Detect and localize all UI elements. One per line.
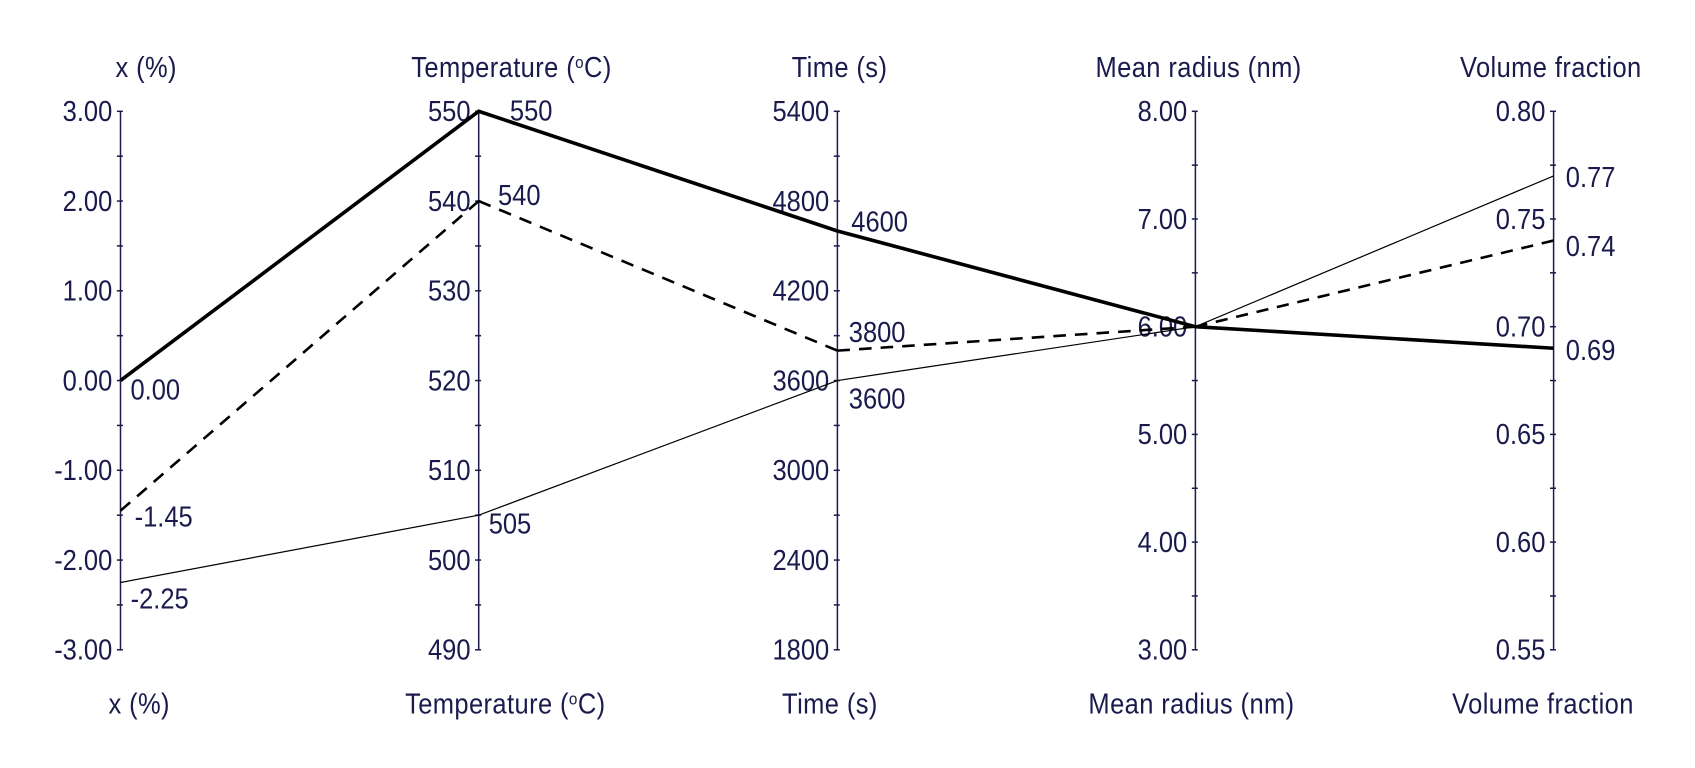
svg-text:0.00: 0.00 <box>63 365 113 397</box>
svg-text:3800: 3800 <box>849 317 906 349</box>
svg-text:4.00: 4.00 <box>1138 527 1188 559</box>
svg-text:2.00: 2.00 <box>63 186 113 218</box>
svg-text:3600: 3600 <box>849 383 906 415</box>
svg-text:3000: 3000 <box>772 455 829 487</box>
svg-text:0.55: 0.55 <box>1496 634 1546 666</box>
svg-text:0.70: 0.70 <box>1496 311 1546 343</box>
svg-text:0.77: 0.77 <box>1566 162 1616 194</box>
svg-text:3.00: 3.00 <box>1138 634 1188 666</box>
svg-text:0.74: 0.74 <box>1566 231 1616 263</box>
svg-text:0.65: 0.65 <box>1496 419 1546 451</box>
svg-text:500: 500 <box>428 545 471 577</box>
svg-text:x (%): x (%) <box>115 52 176 84</box>
svg-text:1800: 1800 <box>772 634 829 666</box>
svg-text:490: 490 <box>428 634 471 666</box>
svg-text:4200: 4200 <box>772 275 829 307</box>
svg-text:7.00: 7.00 <box>1138 204 1188 236</box>
svg-text:-1.00: -1.00 <box>54 455 112 487</box>
svg-text:-2.00: -2.00 <box>54 545 112 577</box>
svg-text:1.00: 1.00 <box>63 275 113 307</box>
svg-text:0.00: 0.00 <box>131 374 181 406</box>
svg-text:8.00: 8.00 <box>1138 96 1188 128</box>
svg-text:Mean radius (nm): Mean radius (nm) <box>1096 52 1302 84</box>
svg-text:0.75: 0.75 <box>1496 204 1546 236</box>
svg-text:5.00: 5.00 <box>1138 419 1188 451</box>
svg-text:550: 550 <box>510 95 553 127</box>
svg-text:-1.45: -1.45 <box>135 501 193 533</box>
svg-text:Time (s): Time (s) <box>792 52 888 84</box>
svg-text:-2.25: -2.25 <box>131 583 189 615</box>
svg-text:3.00: 3.00 <box>63 96 113 128</box>
svg-text:0.80: 0.80 <box>1496 96 1546 128</box>
svg-text:3600: 3600 <box>772 365 829 397</box>
svg-text:4600: 4600 <box>851 206 908 238</box>
svg-text:Volume fraction: Volume fraction <box>1452 688 1634 720</box>
svg-text:540: 540 <box>498 180 541 212</box>
svg-text:540: 540 <box>428 186 471 218</box>
svg-text:0.60: 0.60 <box>1496 527 1546 559</box>
svg-text:520: 520 <box>428 365 471 397</box>
svg-text:x (%): x (%) <box>108 688 169 720</box>
svg-text:2400: 2400 <box>772 545 829 577</box>
svg-text:Time (s): Time (s) <box>782 688 878 720</box>
svg-text:510: 510 <box>428 455 471 487</box>
svg-text:Mean radius (nm): Mean radius (nm) <box>1088 688 1294 720</box>
svg-text:-3.00: -3.00 <box>54 634 112 666</box>
svg-text:0.69: 0.69 <box>1566 335 1616 367</box>
svg-text:Volume fraction: Volume fraction <box>1460 52 1642 84</box>
svg-text:505: 505 <box>489 508 532 540</box>
svg-text:5400: 5400 <box>772 96 829 128</box>
svg-text:530: 530 <box>428 275 471 307</box>
